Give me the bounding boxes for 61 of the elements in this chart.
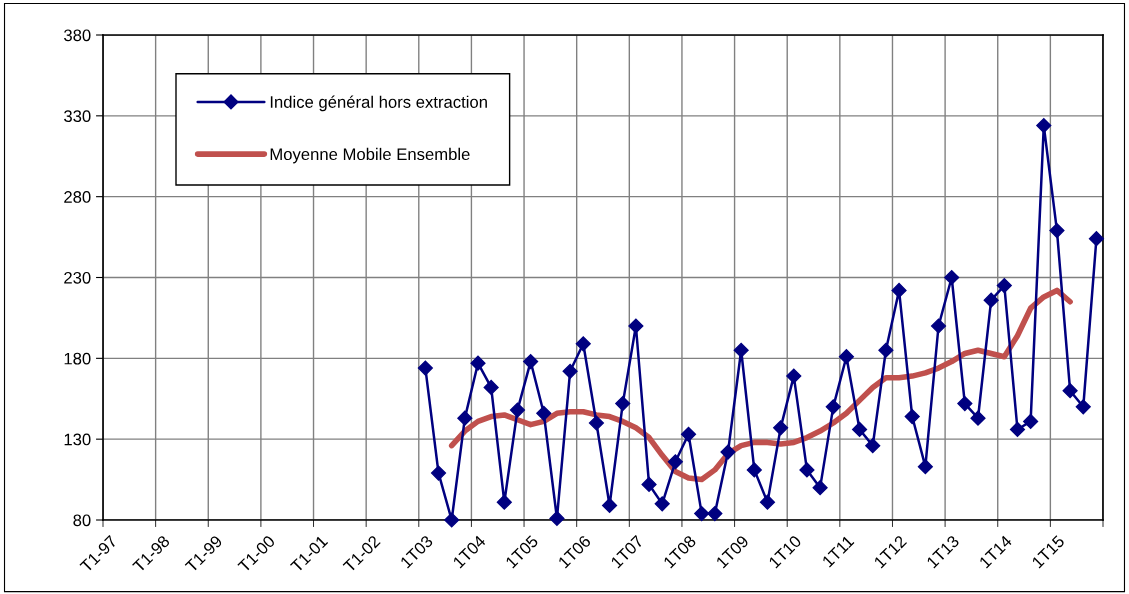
point [759,494,776,510]
point [904,408,920,425]
legend-label: Indice général hors extraction [270,95,487,112]
point [496,494,512,510]
point [773,420,789,436]
point [667,454,683,470]
y-tick-label: 380 [64,29,91,42]
point [944,269,960,286]
point [444,512,460,528]
point [812,480,828,496]
point [970,410,986,426]
point [536,405,552,421]
point [746,462,762,478]
point [786,368,802,384]
point [615,396,631,412]
point [602,497,618,514]
point [562,363,578,379]
point [996,278,1012,294]
point [1036,117,1052,134]
point [549,510,565,526]
point [575,336,591,352]
point [825,399,841,415]
y-tick-label: 280 [64,191,91,203]
point [917,459,933,475]
point [852,421,868,438]
point [1023,413,1039,429]
point [588,415,604,431]
point [1088,231,1104,247]
point [733,342,749,358]
point [865,438,881,454]
point [891,282,907,299]
point [838,349,854,365]
point [878,342,894,358]
point [457,410,473,426]
point [983,292,999,308]
y-tick-label: 230 [64,271,91,284]
y-tick-label: 130 [64,433,91,446]
point [1062,383,1078,399]
point [1009,421,1026,438]
legend-label: Moyenne Mobile Ensemble [270,147,470,164]
point [641,476,657,493]
point [470,355,486,371]
point [417,360,433,376]
point [957,396,973,412]
point [707,505,723,522]
point [799,462,815,478]
point [509,402,526,418]
point [680,426,697,442]
point [523,353,539,370]
point [430,465,447,481]
point [1075,399,1091,415]
y-tick-label: 330 [64,110,91,123]
point [930,318,947,334]
y-tick-label: 80 [73,514,91,527]
y-tick-label: 180 [64,352,91,365]
point [720,444,736,460]
point [628,318,644,334]
point [1049,223,1065,239]
point [654,496,670,512]
point [694,505,710,522]
point [483,379,499,396]
